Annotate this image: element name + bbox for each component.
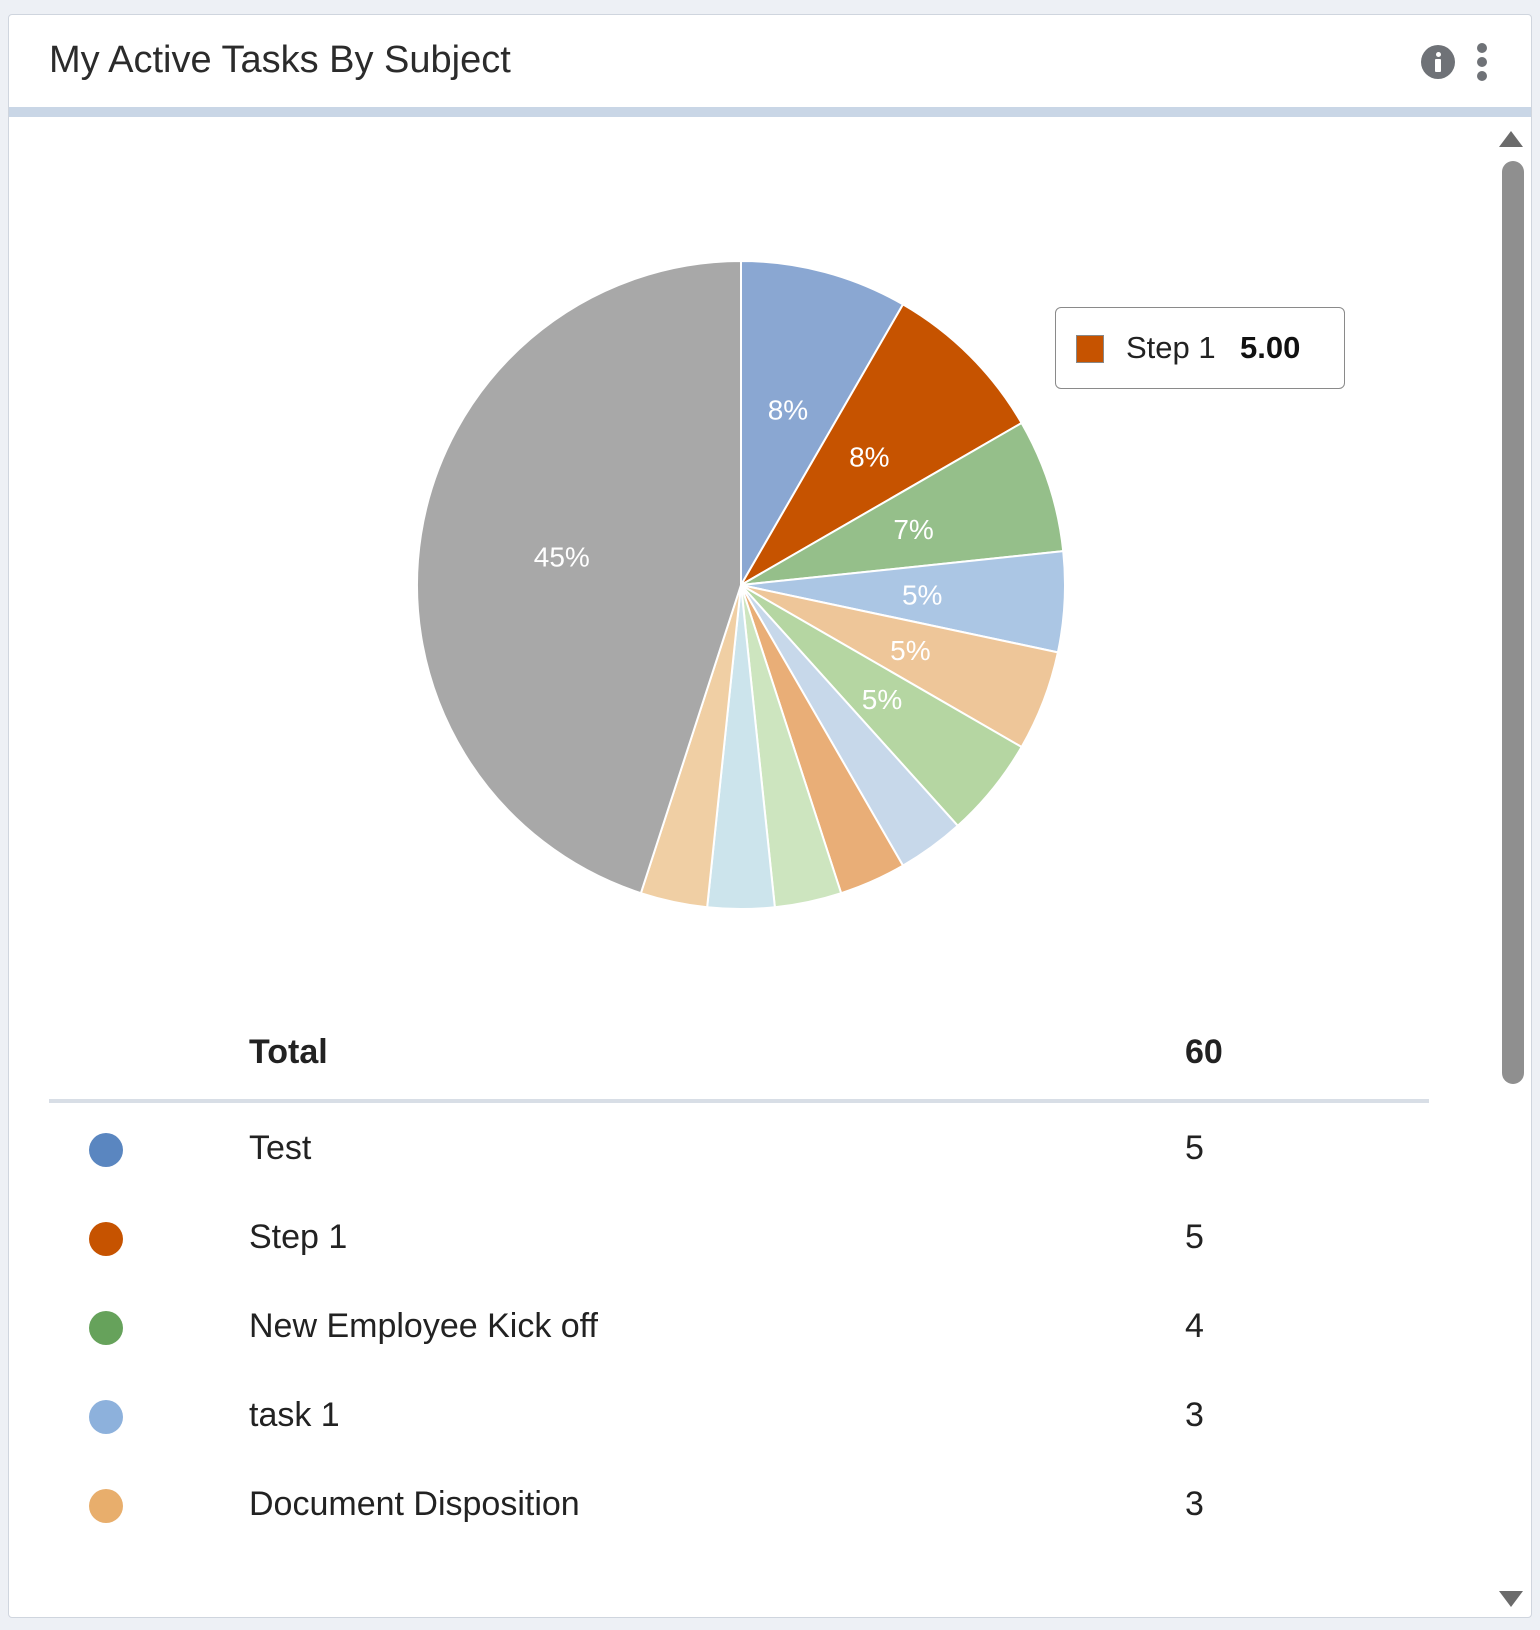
pie-slice[interactable]	[740, 259, 905, 589]
pie-slice[interactable]	[416, 259, 742, 895]
pie-chart: 8% 8% 7% 5% 5% 5% 45%	[416, 259, 1066, 910]
legend-dot	[89, 1489, 123, 1523]
pie-slice[interactable]	[740, 421, 1065, 586]
legend-value: 3	[1185, 1396, 1204, 1434]
pie-slice-label: 45%	[534, 542, 590, 573]
widget-body: 8% 8% 7% 5% 5% 5% 45% Step 1 5.00 Total 60 Tes…	[9, 117, 1531, 1617]
chart-tooltip: Step 1 5.00	[1055, 307, 1345, 389]
legend-value: 5	[1185, 1218, 1204, 1256]
widget-header: My Active Tasks By Subject	[9, 15, 1531, 117]
pie-slice[interactable]	[738, 303, 1023, 588]
legend-dot	[89, 1400, 123, 1434]
pie-slice-label: 7%	[893, 514, 933, 545]
legend-label: task 1	[249, 1396, 340, 1434]
pie-slice-label: 5%	[862, 684, 902, 715]
pie-slice-label: 8%	[768, 395, 808, 426]
widget-title: My Active Tasks By Subject	[49, 39, 511, 81]
legend-total-label: Total	[249, 1033, 328, 1071]
tooltip-swatch	[1076, 335, 1104, 363]
legend-row[interactable]: Step 1 5	[49, 1192, 1429, 1281]
legend-label: New Employee Kick off	[249, 1307, 598, 1345]
legend-total-value: 60	[1185, 1033, 1223, 1071]
info-icon[interactable]	[1421, 45, 1455, 79]
legend-value: 5	[1185, 1129, 1204, 1167]
legend-label: Test	[249, 1129, 312, 1167]
legend-dot	[89, 1133, 123, 1167]
legend-value: 3	[1185, 1485, 1204, 1523]
legend-label: Document Disposition	[249, 1485, 580, 1523]
scroll-down-icon[interactable]	[1499, 1591, 1523, 1607]
pie-slice-label: 5%	[890, 635, 930, 666]
legend-label: Step 1	[249, 1218, 348, 1256]
more-vertical-icon[interactable]	[1473, 43, 1491, 81]
pie-slice-label: 8%	[849, 442, 889, 473]
legend-table: Total 60 Test 5 Step 1 5 New Employee Ki…	[49, 1013, 1429, 1548]
tooltip-value: 5.00	[1240, 330, 1301, 365]
legend-dot	[89, 1311, 123, 1345]
legend-row[interactable]: Test 5	[49, 1103, 1429, 1192]
legend-dot	[89, 1222, 123, 1256]
tooltip-label: Step 1	[1126, 330, 1216, 365]
scroll-up-icon[interactable]	[1499, 131, 1523, 147]
scrollbar-thumb[interactable]	[1502, 161, 1524, 1084]
widget-card: My Active Tasks By Subject 8% 8% 7% 5% 5% 5% 4…	[8, 14, 1532, 1618]
legend-header: Total 60	[49, 1013, 1429, 1103]
legend-row[interactable]: New Employee Kick off 4	[49, 1281, 1429, 1370]
pie-slice-label: 5%	[902, 579, 942, 610]
legend-value: 4	[1185, 1307, 1204, 1345]
legend-row[interactable]: task 1 3	[49, 1370, 1429, 1459]
legend-row[interactable]: Document Disposition 3	[49, 1459, 1429, 1548]
